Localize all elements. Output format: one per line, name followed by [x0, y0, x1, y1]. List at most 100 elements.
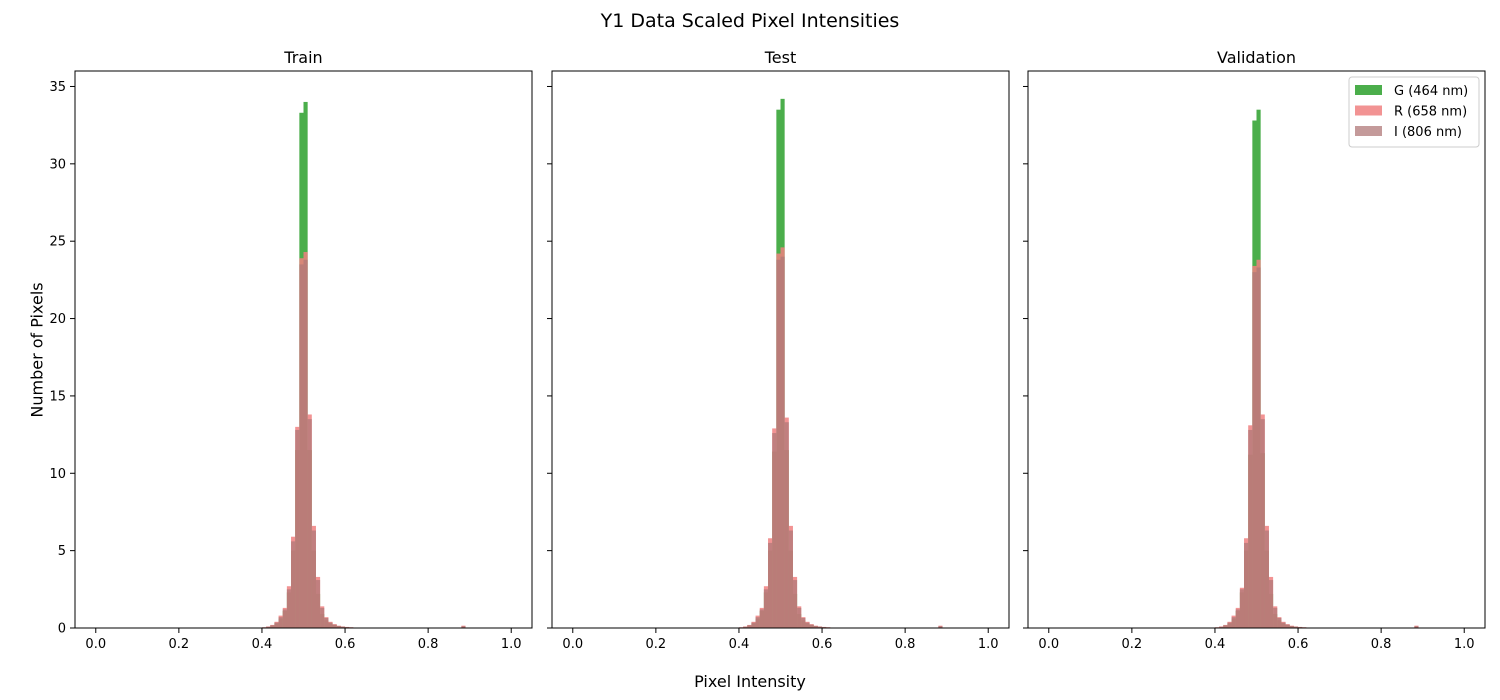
histogram-bar — [784, 422, 789, 628]
histogram-bars — [1214, 109, 1419, 629]
x-tick-label: 0.8 — [895, 637, 916, 652]
x-tick-label: 0.2 — [1122, 637, 1143, 652]
figure-y-axis-label: Number of Pixels — [27, 282, 47, 418]
histogram-bar — [1219, 626, 1224, 628]
panel-validation: Validation 0.0 0.2 0.4 0.6 0.8 1.0 G (464 nm) R … — [1023, 48, 1486, 652]
x-tick-label: 0.2 — [169, 637, 190, 652]
histogram-bar — [295, 429, 300, 628]
histogram-bar — [763, 589, 769, 628]
histogram-bar — [797, 607, 802, 628]
histogram-bar — [266, 626, 271, 628]
y-tick-label: 25 — [49, 235, 66, 250]
axes-frame — [551, 70, 1010, 629]
y-tick-label: 20 — [49, 312, 66, 327]
histogram-bar — [768, 542, 773, 628]
x-tick-label: 0.0 — [562, 637, 583, 652]
legend-swatch — [1355, 85, 1382, 95]
histogram-bar — [307, 419, 312, 629]
histogram-bar — [805, 622, 810, 628]
legend-label: I (806 nm) — [1394, 125, 1462, 140]
histogram-bar — [286, 589, 292, 628]
histogram-bar — [1235, 609, 1240, 628]
panel-title: Test — [764, 48, 797, 67]
histogram-bar — [1414, 626, 1419, 628]
histogram-bar — [340, 626, 346, 628]
x-tick-label: 1.0 — [501, 637, 522, 652]
legend-swatch — [1355, 105, 1382, 116]
histogram-bar — [278, 617, 283, 628]
figure-title: Y1 Data Scaled Pixel Intensities — [600, 10, 900, 32]
histogram-bar — [303, 259, 308, 628]
figure-x-axis-label: Pixel Intensity — [694, 672, 806, 691]
axes-frame — [74, 70, 533, 629]
histogram-bars — [738, 98, 943, 629]
histogram-bar — [1256, 267, 1261, 628]
histogram-bar — [270, 625, 275, 628]
series-3 — [261, 259, 466, 629]
histogram-bar — [788, 530, 793, 628]
y-tick-label: 0 — [58, 622, 66, 637]
series-3 — [738, 256, 943, 628]
histogram-bar — [324, 617, 329, 628]
histogram-bar — [759, 609, 764, 628]
x-tick-label: 1.0 — [978, 637, 999, 652]
x-tick-label: 0.6 — [812, 637, 833, 652]
axes-frame — [1027, 70, 1486, 629]
histogram-bar — [274, 622, 279, 628]
histogram-bar — [747, 625, 752, 628]
x-tick-label: 0.4 — [252, 637, 273, 652]
histogram-bar — [299, 264, 304, 628]
x-tick-label: 0.4 — [1205, 637, 1226, 652]
legend-label: G (464 nm) — [1394, 84, 1468, 99]
histogram-bar — [801, 617, 806, 628]
histogram-bar — [938, 626, 943, 628]
histogram-bar — [743, 626, 748, 628]
histogram-bar — [282, 609, 287, 628]
histogram-bar — [813, 625, 818, 628]
x-tick-label: 0.0 — [85, 637, 106, 652]
x-tick-label: 0.4 — [729, 637, 750, 652]
x-tick-label: 0.8 — [1371, 637, 1392, 652]
y-tick-label: 5 — [58, 544, 66, 559]
histogram-bar — [755, 617, 760, 628]
y-tick-label: 10 — [49, 467, 66, 482]
x-tick-label: 0.6 — [1288, 637, 1309, 652]
x-tick-label: 0.0 — [1038, 637, 1059, 652]
histogram-bar — [461, 626, 466, 628]
x-tick-label: 0.8 — [418, 637, 439, 652]
histogram-bar — [772, 433, 777, 628]
histogram-bar — [328, 622, 333, 628]
histogram-bar — [332, 624, 337, 628]
histogram-bar — [780, 256, 785, 628]
histogram-bar — [751, 622, 756, 628]
histogram-bar — [1268, 580, 1274, 628]
x-tick-label: 1.0 — [1454, 637, 1475, 652]
y-tick-label: 30 — [49, 157, 66, 172]
legend: G (464 nm) R (658 nm) I (806 nm) — [1348, 76, 1480, 148]
histogram-bar — [1264, 530, 1269, 628]
panel-train: Train 0.0 0.2 0.4 0.6 0.8 1.0 0 5 10 15 20 25 30 35 — [49, 48, 533, 652]
histogram-bar — [291, 541, 296, 628]
histogram-bar — [1277, 617, 1282, 628]
histogram-bar — [776, 259, 781, 628]
histogram-bar — [311, 530, 316, 628]
x-tick-label: 0.2 — [646, 637, 667, 652]
histogram-bar — [1273, 607, 1278, 628]
histogram-bar — [320, 607, 325, 628]
histogram-bar — [809, 624, 814, 628]
panel-title: Train — [283, 48, 322, 67]
histogram-bar — [1227, 622, 1232, 628]
histogram-bar — [792, 580, 798, 628]
legend-swatch — [1355, 126, 1382, 136]
histogram-bar — [1260, 419, 1265, 629]
panel-test: Test 0.0 0.2 0.4 0.6 0.8 1.0 — [547, 48, 1010, 652]
histogram-bar — [315, 580, 321, 628]
histogram-bar — [1244, 542, 1249, 628]
histogram-bar — [1289, 625, 1294, 628]
histogram-bar — [1248, 429, 1253, 628]
histogram-bar — [336, 625, 341, 628]
series-3 — [1214, 267, 1419, 629]
histogram-bar — [817, 626, 823, 628]
